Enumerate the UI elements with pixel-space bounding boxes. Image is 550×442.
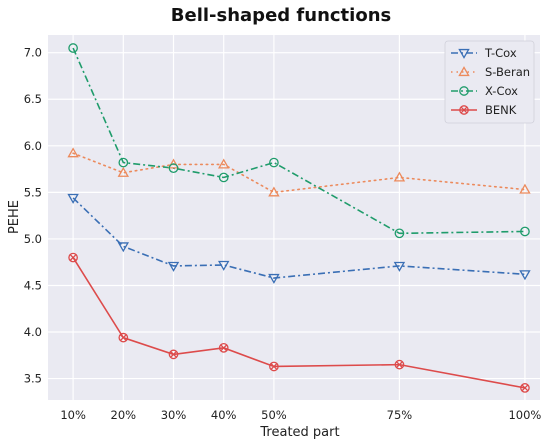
data-point-benk [118, 332, 129, 343]
legend-marker [458, 66, 470, 77]
data-point-benk [269, 361, 279, 372]
x-tick-label: 10% [60, 408, 86, 422]
legend-label: BENK [485, 103, 517, 117]
data-point-x-cox [394, 228, 405, 239]
data-point-s-beran [393, 171, 406, 182]
y-tick-label: 4.0 [24, 325, 42, 339]
data-point-benk [168, 349, 179, 360]
data-point-t-cox [217, 260, 230, 271]
data-point-s-beran [268, 186, 280, 197]
legend-marker [459, 105, 469, 115]
x-tick-label: 40% [211, 408, 237, 422]
data-point-benk [218, 343, 229, 353]
data-point-t-cox [117, 242, 130, 253]
legend-label: X-Cox [485, 84, 518, 98]
series-markers [67, 43, 531, 393]
x-axis-label: Treated part [259, 425, 339, 440]
data-point-benk [68, 252, 78, 263]
data-point-t-cox [519, 270, 531, 281]
data-point-t-cox [67, 193, 79, 204]
data-point-x-cox [218, 172, 229, 183]
y-tick-label: 4.5 [24, 278, 42, 292]
data-point-t-cox [167, 261, 180, 272]
data-point-x-cox [520, 226, 530, 237]
legend-marker [459, 86, 469, 96]
chart-title: Bell-shaped functions [171, 5, 391, 26]
y-tick-label: 7.0 [24, 46, 42, 60]
data-point-s-beran [117, 166, 130, 177]
legend-box [444, 40, 535, 124]
tick-labels: 3.5 4.0 4.5 5.0 5.5 6.0 6.5 7.0 10% 20% 30% 40% 50% 7… [24, 46, 542, 422]
data-point-x-cox [118, 157, 129, 168]
data-point-t-cox [393, 261, 406, 272]
y-axis-label: PEHE [7, 200, 22, 234]
x-tick-label: 50% [261, 408, 287, 422]
legend-marker [458, 48, 470, 59]
y-tick-label: 3.5 [24, 372, 42, 386]
x-tick-label: 20% [111, 408, 137, 422]
data-point-s-beran [217, 158, 230, 169]
y-tick-label: 6.0 [24, 139, 42, 153]
y-tick-label: 5.5 [24, 185, 42, 199]
y-tick-label: 5.0 [24, 232, 42, 246]
legend-label: T-Cox [484, 46, 517, 60]
data-point-benk [394, 359, 405, 370]
x-tick-label: 30% [161, 408, 187, 422]
legend-label: S-Beran [485, 65, 530, 79]
data-point-x-cox [68, 43, 78, 53]
data-point-x-cox [269, 157, 279, 168]
legend: T-Cox S-Beran X-Cox BENK [444, 40, 535, 124]
series-line-x-cox [72, 47, 525, 235]
data-point-benk [520, 383, 530, 393]
series-line-s-beran [72, 152, 526, 194]
y-tick-label: 6.5 [24, 92, 42, 106]
x-tick-label: 75% [387, 408, 413, 422]
data-point-s-beran [167, 158, 180, 169]
data-point-s-beran [519, 183, 531, 194]
data-point-s-beran [67, 147, 79, 158]
series-line-t-cox [72, 197, 525, 279]
x-tick-label: 100% [508, 408, 541, 422]
data-point-x-cox [168, 163, 179, 174]
data-point-t-cox [268, 273, 280, 284]
